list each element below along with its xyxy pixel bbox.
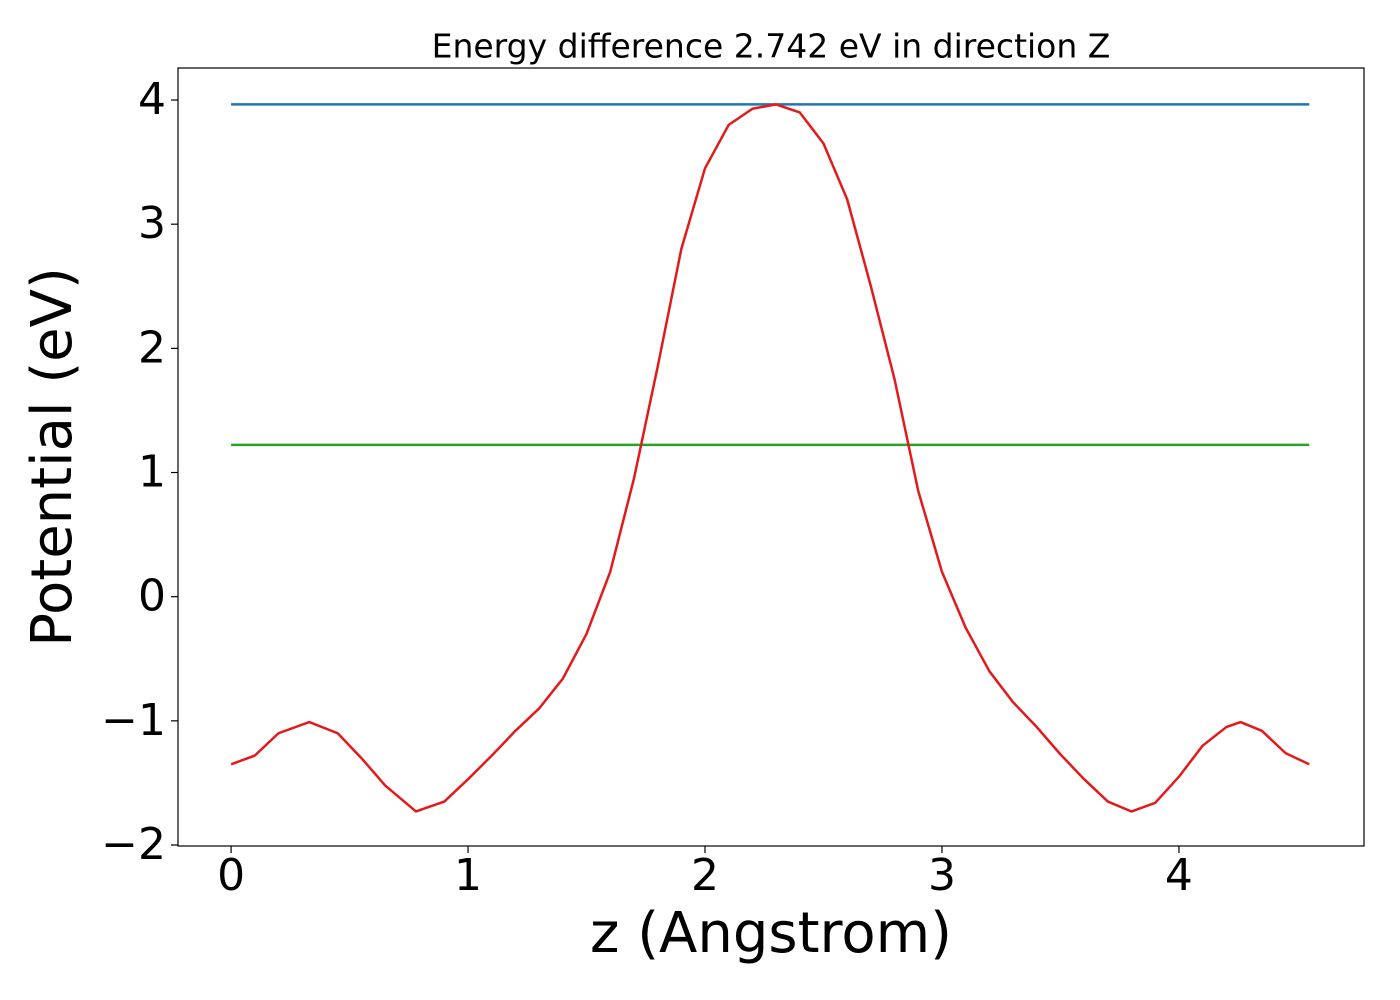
y-tick-label: 4 — [138, 74, 166, 125]
x-tick-label: 2 — [691, 850, 719, 901]
x-tick-label: 1 — [454, 850, 482, 901]
y-tick-label: 0 — [138, 571, 166, 622]
x-tick-label: 3 — [928, 850, 956, 901]
x-tick-label: 0 — [217, 850, 245, 901]
plot-frame — [177, 67, 1365, 847]
y-tick-label: −2 — [101, 819, 166, 870]
y-tick-label: 2 — [138, 322, 166, 373]
y-tick-label: 3 — [138, 198, 166, 249]
x-tick-label: 4 — [1165, 850, 1193, 901]
y-tick-label: −1 — [101, 695, 166, 746]
line-series — [230, 103, 1310, 813]
x-axis-label: z (Angstrom) — [590, 901, 952, 966]
y-axis-label: Potential (eV) — [20, 267, 85, 647]
y-tick-label: 1 — [138, 447, 166, 498]
chart-title: Energy difference 2.742 eV in direction … — [432, 27, 1111, 66]
